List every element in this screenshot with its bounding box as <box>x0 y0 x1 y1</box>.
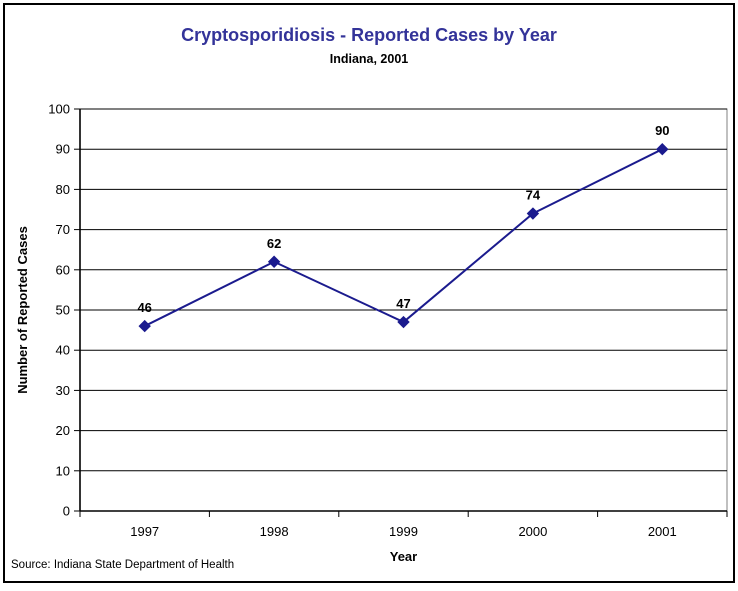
y-tick-label: 10 <box>56 463 70 478</box>
x-tick-label: 2001 <box>648 524 677 539</box>
chart-title: Cryptosporidiosis - Reported Cases by Ye… <box>181 25 557 45</box>
data-point-label: 90 <box>655 123 669 138</box>
line-chart: 0 10 20 30 40 50 60 70 80 90 100 46 62 47 74 90 1997 1998… <box>15 102 728 564</box>
data-point-marker <box>656 142 669 156</box>
y-tick-label: 20 <box>56 423 70 438</box>
data-point-marker <box>397 315 410 329</box>
data-point-marker <box>267 255 281 268</box>
chart-frame: Cryptosporidiosis - Reported Cases by Ye… <box>3 3 735 583</box>
data-point-label: 47 <box>396 296 410 311</box>
x-tick-label: 2000 <box>518 524 547 539</box>
y-tick-label: 60 <box>56 262 70 277</box>
y-tick-label: 30 <box>56 383 70 398</box>
chart-subtitle: Indiana, 2001 <box>329 52 409 66</box>
y-tick-label: 50 <box>56 303 70 318</box>
y-tick-label: 100 <box>48 102 70 117</box>
source-note: Source: Indiana State Department of Heal… <box>11 559 235 571</box>
x-tick-label: 1998 <box>260 524 289 539</box>
x-tick-label: 1997 <box>130 524 159 539</box>
y-tick-label: 80 <box>56 182 70 197</box>
data-point-label: 46 <box>137 300 151 315</box>
x-tick-label: 1999 <box>389 524 418 539</box>
y-tick-label: 0 <box>63 504 70 519</box>
data-point-marker <box>138 319 151 333</box>
y-tick-label: 70 <box>56 222 70 237</box>
data-point-label: 62 <box>267 236 281 251</box>
data-point-label: 74 <box>526 188 541 203</box>
y-tick-label: 90 <box>56 142 70 157</box>
y-tick-label: 40 <box>56 343 70 358</box>
y-axis-title: Number of Reported Cases <box>15 226 30 394</box>
data-point-marker <box>526 207 540 220</box>
x-axis-title: Year <box>390 549 417 564</box>
